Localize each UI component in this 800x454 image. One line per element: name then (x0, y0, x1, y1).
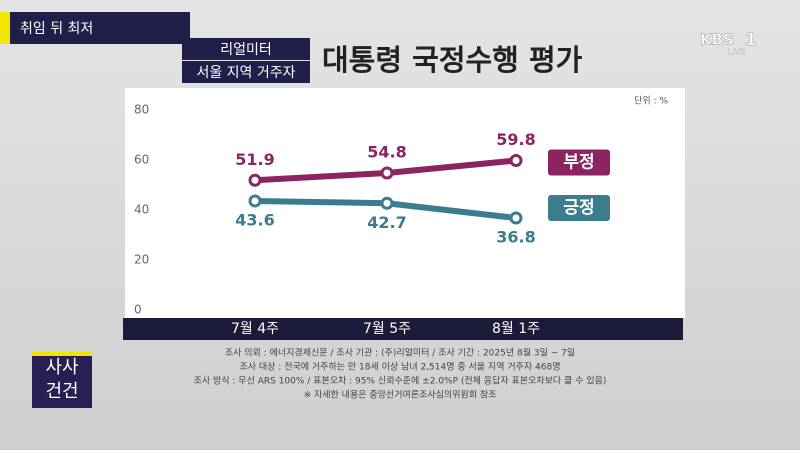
footnote: ※ 자세한 내용은 중앙선거여론조사심의위원회 참조 (304, 389, 497, 401)
source-label: 리얼미터 (220, 42, 272, 58)
data-label: 43.6 (235, 211, 274, 230)
y-tick-label: 60 (134, 153, 149, 167)
program-logo-stripe (32, 352, 92, 356)
x-tick-label: 7월 5주 (363, 321, 411, 337)
footnote: 조사 방식 : 무선 ARS 100% / 표본오차 : 95% 신뢰수준에 ±… (194, 375, 607, 387)
data-point (248, 173, 262, 187)
tag-text: 취임 뒤 최저 (20, 21, 93, 37)
chart-title: 대통령 국정수행 평가 (322, 43, 583, 77)
x-tick-label: 8월 1주 (492, 321, 540, 337)
source-box (182, 38, 310, 60)
category-bar (123, 318, 683, 340)
unit-label: 단위 : % (634, 96, 668, 107)
data-label: 59.8 (496, 130, 535, 149)
channel-name: KBS (700, 31, 734, 49)
data-point (509, 154, 523, 167)
legend-box (548, 195, 610, 221)
tag-box (0, 12, 190, 44)
program-name: 건건 (45, 381, 78, 402)
data-label: 42.7 (367, 213, 406, 232)
source-box (182, 61, 310, 83)
data-label: 36.8 (496, 228, 535, 247)
data-label: 54.8 (367, 143, 406, 162)
tag-stripe (0, 12, 10, 44)
data-label: 51.9 (235, 150, 274, 169)
y-tick-label: 40 (134, 203, 149, 217)
footnote: 조사 의뢰 : 에너지경제신문 / 조사 기관 : (주)리얼미터 / 조사 기… (225, 347, 575, 359)
source-label: 서울 지역 거주자 (196, 65, 295, 81)
legend-label: 부정 (563, 153, 594, 173)
y-tick-label: 20 (134, 253, 149, 267)
legend-label: 긍정 (563, 198, 594, 218)
channel-status: LIVE (728, 48, 745, 57)
data-point (248, 194, 262, 208)
legend-box (548, 149, 610, 176)
program-name: 사사 (45, 357, 79, 378)
data-point (380, 166, 394, 180)
channel-number: 1 (745, 30, 757, 50)
footnote: 조사 대상 : 전국에 거주하는 만 18세 이상 남녀 2,514명 중 서울… (239, 362, 560, 373)
y-tick-label: 80 (134, 103, 149, 117)
data-point (509, 211, 523, 225)
x-tick-label: 7월 4주 (231, 321, 279, 337)
program-logo (32, 352, 92, 408)
data-point (380, 196, 394, 210)
y-tick-label: 0 (134, 303, 142, 317)
